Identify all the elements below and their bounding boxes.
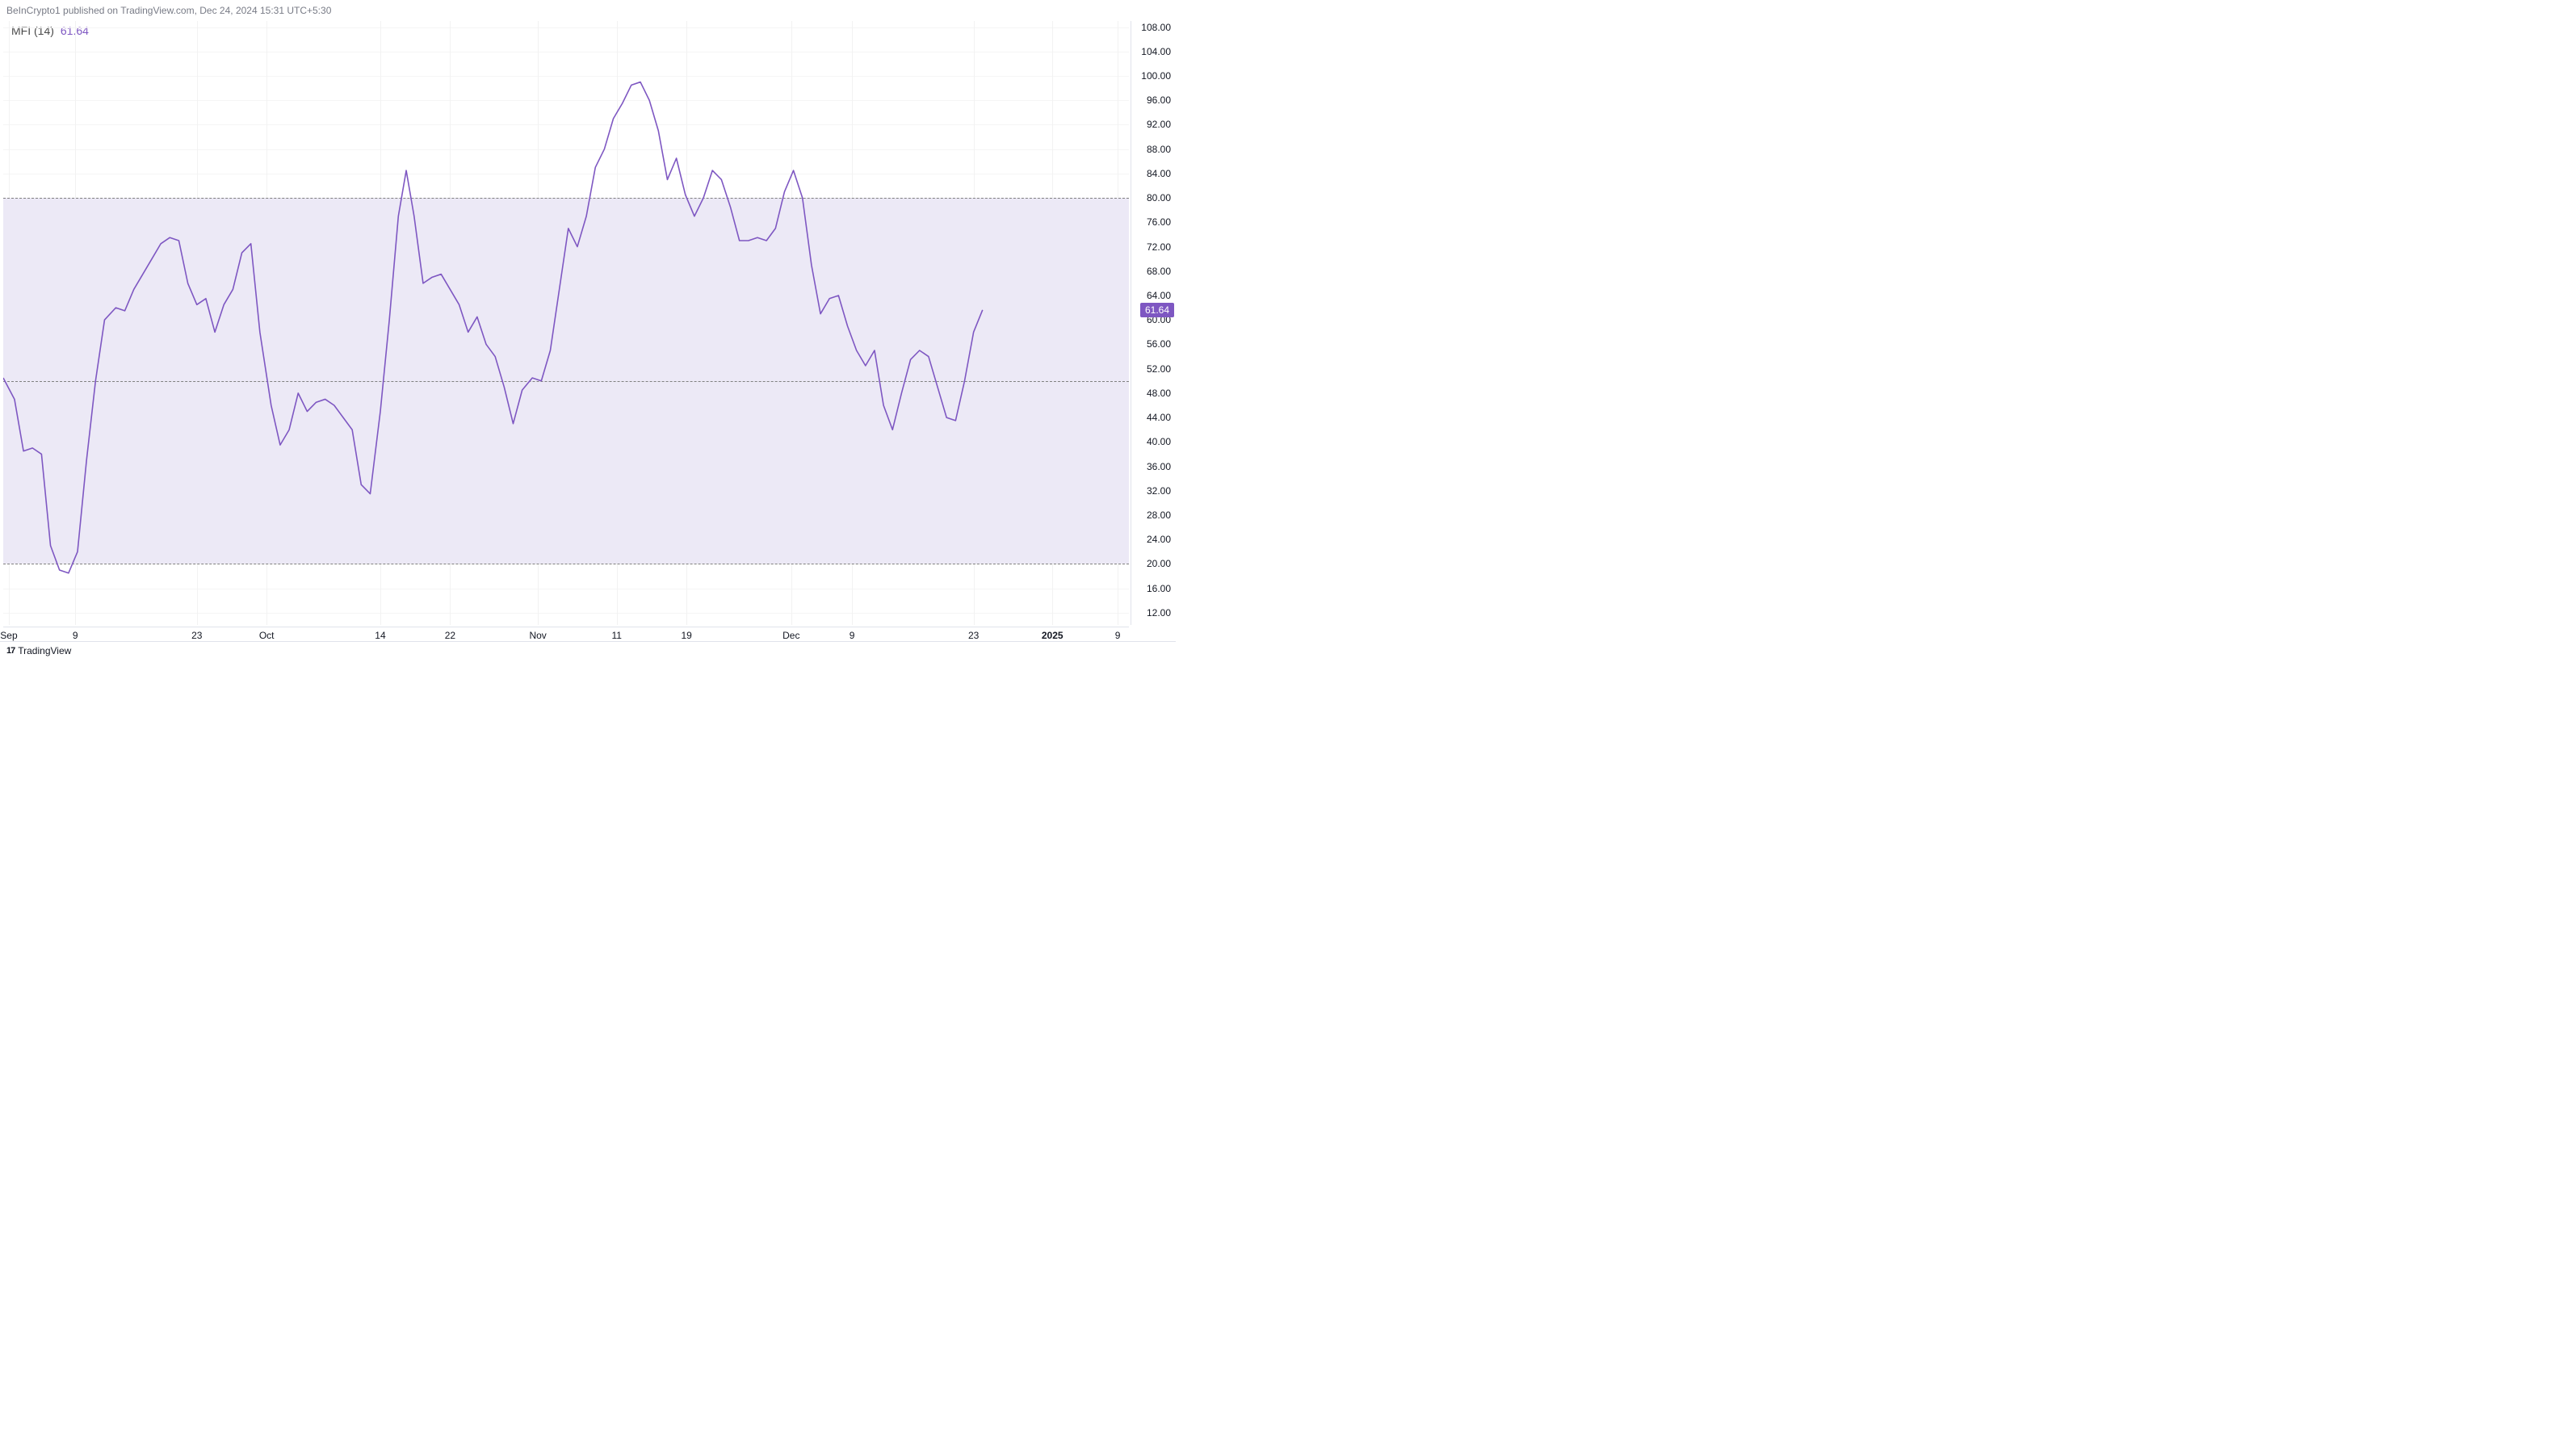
y-tick-label: 16.00 [1147,583,1171,594]
y-tick-label: 24.00 [1147,534,1171,545]
attribution-text: BeInCrypto1 published on TradingView.com… [6,5,331,16]
y-tick-label: 104.00 [1141,46,1171,57]
tradingview-logo-icon: 17 [6,646,15,656]
y-tick-label: 84.00 [1147,168,1171,179]
y-tick-label: 20.00 [1147,558,1171,569]
y-tick-label: 100.00 [1141,70,1171,82]
x-tick-label: 14 [375,630,385,641]
y-tick-label: 96.00 [1147,94,1171,106]
x-axis[interactable]: Sep 9 23 Oct 14 22 Nov 11 19 Dec 9 23 2025 9 [3,627,1129,641]
y-tick-label: 68.00 [1147,266,1171,277]
mfi-line [3,82,983,573]
x-tick-label: 22 [445,630,455,641]
x-tick-label: Oct [259,630,275,641]
x-tick-label: Sep [0,630,17,641]
x-tick-label: 9 [1115,630,1121,641]
attribution-header: BeInCrypto1 published on TradingView.com… [0,0,1176,21]
y-tick-label: 80.00 [1147,192,1171,203]
y-tick-label: 48.00 [1147,388,1171,399]
y-tick-label: 32.00 [1147,485,1171,497]
footer: 17 TradingView [0,641,1176,659]
y-axis[interactable]: 108.00 104.00 100.00 96.00 92.00 88.00 84.00 80… [1131,21,1176,625]
y-tick-label: 108.00 [1141,22,1171,33]
x-tick-label: 11 [611,630,621,641]
y-tick-label: 88.00 [1147,144,1171,155]
x-tick-label: 9 [73,630,78,641]
y-tick-label: 44.00 [1147,412,1171,423]
x-tick-label: 2025 [1042,630,1064,641]
y-tick-label: 72.00 [1147,241,1171,253]
x-tick-label: 19 [681,630,691,641]
mfi-line-svg [3,21,1129,625]
x-tick-label: Nov [529,630,546,641]
y-tick-label: 76.00 [1147,216,1171,228]
x-tick-label: 9 [850,630,855,641]
y-tick-label: 12.00 [1147,607,1171,618]
y-tick-label: 28.00 [1147,509,1171,521]
y-tick-label: 40.00 [1147,436,1171,447]
y-tick-label: 36.00 [1147,461,1171,472]
y-current-badge: 61.64 [1140,303,1174,317]
x-tick-label: 23 [968,630,979,641]
x-tick-label: Dec [782,630,799,641]
chart-pane[interactable] [3,21,1129,625]
y-tick-label: 64.00 [1147,290,1171,301]
brand-text: TradingView [18,645,71,656]
y-tick-label: 56.00 [1147,338,1171,350]
y-tick-label: 92.00 [1147,119,1171,130]
x-tick-label: 23 [191,630,202,641]
y-tick-label: 52.00 [1147,363,1171,375]
